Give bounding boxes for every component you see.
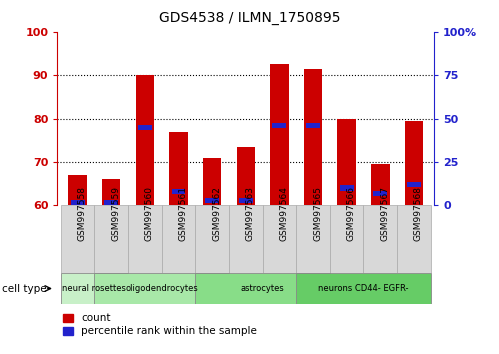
Bar (94, 273, 229, 304)
Bar (68, 175, 87, 205)
Bar (71, 200, 84, 205)
Bar (330, 205, 363, 273)
Text: cell type: cell type (2, 284, 47, 293)
Bar (337, 119, 356, 205)
Bar (296, 205, 330, 273)
Bar (306, 123, 320, 128)
Bar (61, 205, 94, 273)
Bar (262, 205, 296, 273)
Text: GSM997561: GSM997561 (179, 186, 188, 241)
Text: GSM997566: GSM997566 (347, 186, 356, 241)
Text: GSM997560: GSM997560 (145, 186, 154, 241)
Bar (195, 273, 330, 304)
Text: GDS4538 / ILMN_1750895: GDS4538 / ILMN_1750895 (159, 11, 340, 25)
Text: GSM997562: GSM997562 (212, 186, 221, 241)
Text: GSM997559: GSM997559 (111, 186, 120, 241)
Text: GSM997567: GSM997567 (380, 186, 389, 241)
Bar (203, 158, 222, 205)
Bar (340, 185, 354, 190)
Bar (128, 205, 162, 273)
Bar (138, 125, 152, 130)
Bar (104, 200, 118, 205)
Bar (205, 198, 219, 203)
Text: astrocytes: astrocytes (241, 284, 284, 293)
Text: GSM997558: GSM997558 (77, 186, 86, 241)
Bar (407, 182, 421, 187)
Text: oligodendrocytes: oligodendrocytes (125, 284, 198, 293)
Bar (371, 164, 390, 205)
Bar (169, 132, 188, 205)
Bar (94, 205, 128, 273)
Bar (237, 147, 255, 205)
Bar (195, 205, 229, 273)
Text: neurons CD44- EGFR-: neurons CD44- EGFR- (318, 284, 409, 293)
Text: GSM997568: GSM997568 (414, 186, 423, 241)
Bar (270, 64, 288, 205)
Bar (363, 205, 397, 273)
Bar (172, 189, 186, 194)
Bar (61, 273, 128, 304)
Bar (162, 205, 195, 273)
Bar (373, 190, 387, 196)
Bar (397, 205, 431, 273)
Bar (239, 198, 252, 203)
Bar (136, 75, 154, 205)
Text: GSM997565: GSM997565 (313, 186, 322, 241)
Text: GSM997563: GSM997563 (246, 186, 255, 241)
Bar (405, 121, 423, 205)
Bar (272, 123, 286, 128)
Bar (229, 205, 262, 273)
Legend: count, percentile rank within the sample: count, percentile rank within the sample (62, 313, 257, 336)
Text: neural rosettes: neural rosettes (62, 284, 126, 293)
Text: GSM997564: GSM997564 (279, 186, 288, 241)
Bar (102, 179, 120, 205)
Bar (304, 69, 322, 205)
Bar (296, 273, 431, 304)
